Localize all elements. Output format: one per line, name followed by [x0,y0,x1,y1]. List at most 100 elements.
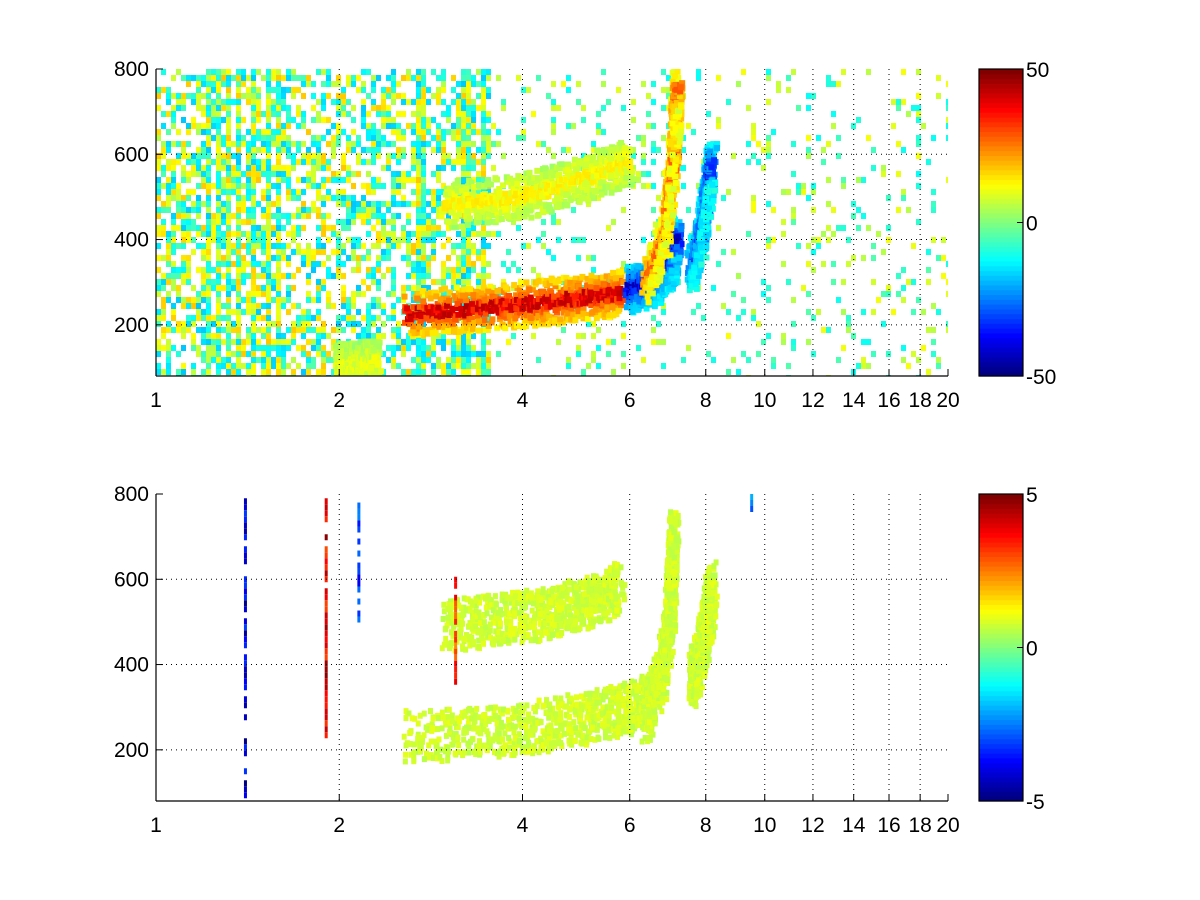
heatmap-cell [406,123,411,129]
heatmap-cell [326,225,331,231]
heatmap-cell [376,135,381,141]
heatmap-cell [201,123,206,129]
heatmap-cell [236,243,241,249]
heatmap-cell [826,141,831,147]
heatmap-cell [316,195,321,201]
heatmap-cell [386,87,391,93]
heatmap-cell [186,129,191,135]
heatmap-cell [306,369,311,375]
heatmap-cell [321,363,326,369]
heatmap-cell [266,207,271,213]
heatmap-cell [156,309,161,315]
heatmap-cell [726,369,731,375]
heatmap-cell [166,165,171,171]
heatmap-cell [286,177,291,183]
heatmap-cell [658,216,665,223]
heatmap-cell [575,291,582,298]
heatmap-cell [246,177,251,183]
heatmap-cell [241,273,246,279]
heatmap-cell [471,141,476,147]
heatmap-cell [171,183,176,189]
heatmap-cell [442,311,449,318]
heatmap-cell [166,129,171,135]
heatmap-cell [575,308,582,315]
heatmap-cell [856,177,861,183]
heatmap-cell [206,81,211,87]
heatmap-cell [286,327,291,333]
heatmap-cell [291,159,296,165]
heatmap-cell [256,165,261,171]
heatmap-cell [591,357,596,363]
heatmap-cell [461,369,466,375]
heatmap-cell [416,117,421,123]
heatmap-cell [276,297,281,303]
heatmap-cell [226,333,231,339]
heatmap-cell [801,183,806,189]
heatmap-cell [271,171,276,177]
heatmap-cell [591,333,596,339]
heatmap-cell [791,171,796,177]
heatmap-cell [346,213,351,219]
heatmap-cell [941,273,946,279]
heatmap-cell [806,309,811,315]
heatmap-cell [456,147,461,153]
heatmap-cell [161,87,166,93]
heatmap-cell [236,111,241,117]
heatmap-cell [266,303,271,309]
heatmap-cell [206,327,211,333]
heatmap-cell [556,105,561,111]
heatmap-cell [486,369,491,375]
heatmap-cell [500,305,507,312]
heatmap-cell [216,279,221,285]
heatmap-cell [246,75,251,81]
heatmap-cell [466,309,473,316]
heatmap-cell [916,117,921,123]
heatmap-cell [471,189,476,195]
heatmap-cell [201,279,206,285]
heatmap-cell [466,141,471,147]
heatmap-cell [751,135,756,141]
heatmap-cell [604,304,611,311]
heatmap-cell [451,243,456,249]
heatmap-cell [536,237,541,243]
heatmap-cell [476,292,483,299]
heatmap-cell [466,129,471,135]
heatmap-cell [171,285,176,291]
heatmap-cell [846,327,851,333]
heatmap-cell [658,237,665,244]
heatmap-cell [156,129,161,135]
heatmap-cell [401,195,406,201]
heatmap-cell [216,99,221,105]
heatmap-cell [481,177,486,183]
heatmap-cell [381,249,386,255]
heatmap-cell [476,81,481,87]
heatmap-cell [356,171,361,177]
heatmap-cell [936,309,941,315]
heatmap-cell [497,287,504,294]
heatmap-cell [596,327,601,333]
heatmap-cell [361,87,366,93]
heatmap-cell [461,363,466,369]
heatmap-cell [186,321,191,327]
heatmap-cell [716,123,721,129]
heatmap-cell [391,309,396,315]
heatmap-cell [241,195,246,201]
heatmap-cell [436,333,441,339]
heatmap-cell [346,309,351,315]
heatmap-cell [366,273,371,279]
heatmap-cell [301,255,306,261]
heatmap-cell [446,129,451,135]
heatmap-cell [593,315,600,322]
heatmap-cell [441,339,446,345]
heatmap-cell [216,315,221,321]
heatmap-cell [631,99,636,105]
heatmap-cell [786,75,791,81]
heatmap-cell [751,207,756,213]
heatmap-cell [421,243,426,249]
heatmap-cell [331,327,336,333]
heatmap-cell [186,123,191,129]
heatmap-cell [426,237,431,243]
heatmap-cell [431,69,436,75]
heatmap-cell [686,345,691,351]
heatmap-cell [361,99,366,105]
